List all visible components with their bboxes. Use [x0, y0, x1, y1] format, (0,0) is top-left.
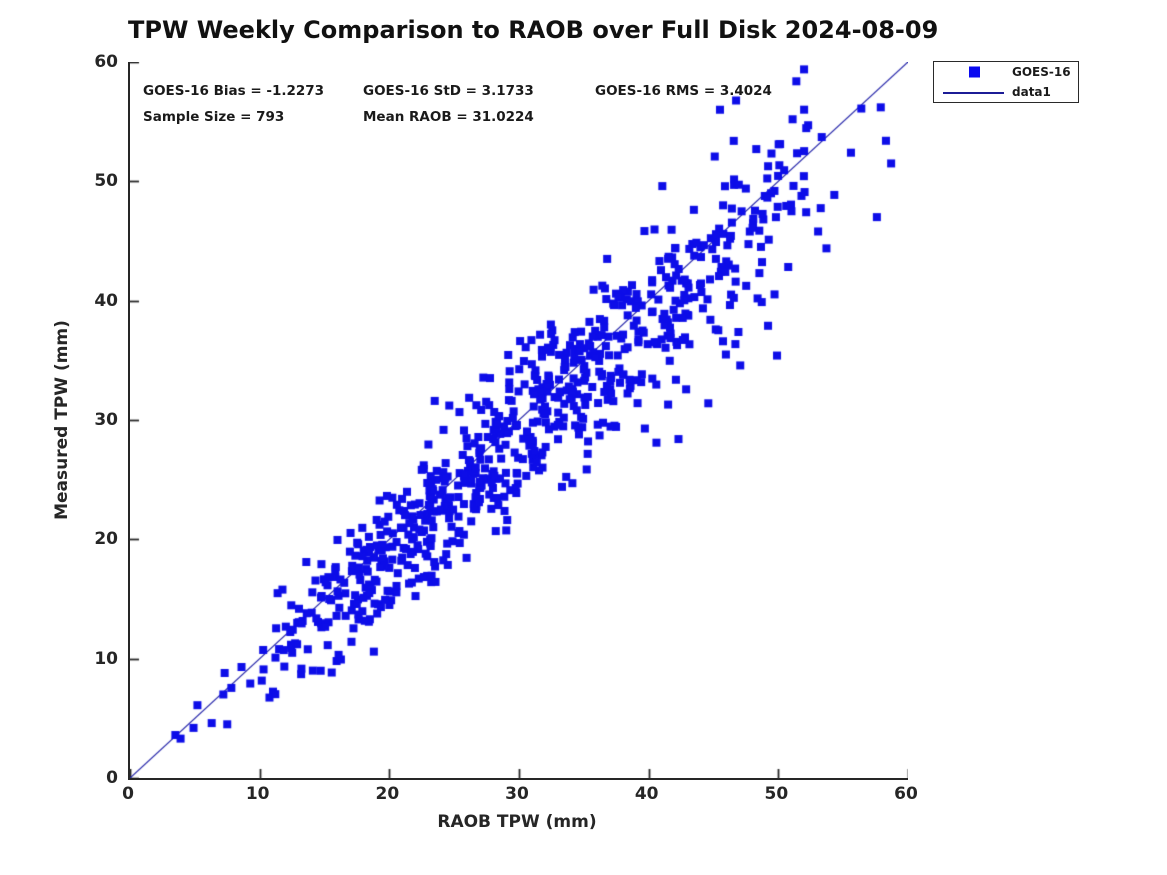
legend-entry-data1: data1 — [934, 83, 1078, 101]
x-axis-label: RAOB TPW (mm) — [437, 812, 597, 832]
x-tick-label: 0 — [122, 784, 134, 804]
plot-area — [128, 62, 908, 780]
y-tick-label: 20 — [94, 529, 118, 550]
y-tick-label: 60 — [94, 52, 118, 72]
x-tick-label: 10 — [245, 784, 270, 804]
x-tick-label: 40 — [634, 784, 659, 804]
x-tick-label: 50 — [764, 784, 789, 804]
scatter-canvas — [130, 62, 908, 778]
legend-label-goes16: GOES-16 — [1012, 65, 1071, 80]
x-tick-label: 60 — [894, 784, 918, 804]
square-marker-icon — [969, 66, 980, 78]
line-marker-icon — [943, 91, 1004, 94]
y-tick-label: 0 — [106, 768, 118, 788]
legend: GOES-16 data1 — [933, 61, 1079, 103]
legend-label-data1: data1 — [1012, 84, 1051, 99]
x-tick-label: 30 — [505, 784, 529, 804]
y-axis-label: Measured TPW (mm) — [52, 320, 72, 520]
y-tick-label: 40 — [94, 290, 118, 311]
y-tick-label: 10 — [94, 648, 118, 669]
x-tick-label: 20 — [375, 784, 400, 804]
y-tick-label: 30 — [94, 410, 118, 430]
legend-entry-goes16: GOES-16 — [934, 63, 1078, 81]
chart-title: TPW Weekly Comparison to RAOB over Full … — [128, 16, 939, 44]
y-tick-label: 50 — [94, 171, 118, 192]
